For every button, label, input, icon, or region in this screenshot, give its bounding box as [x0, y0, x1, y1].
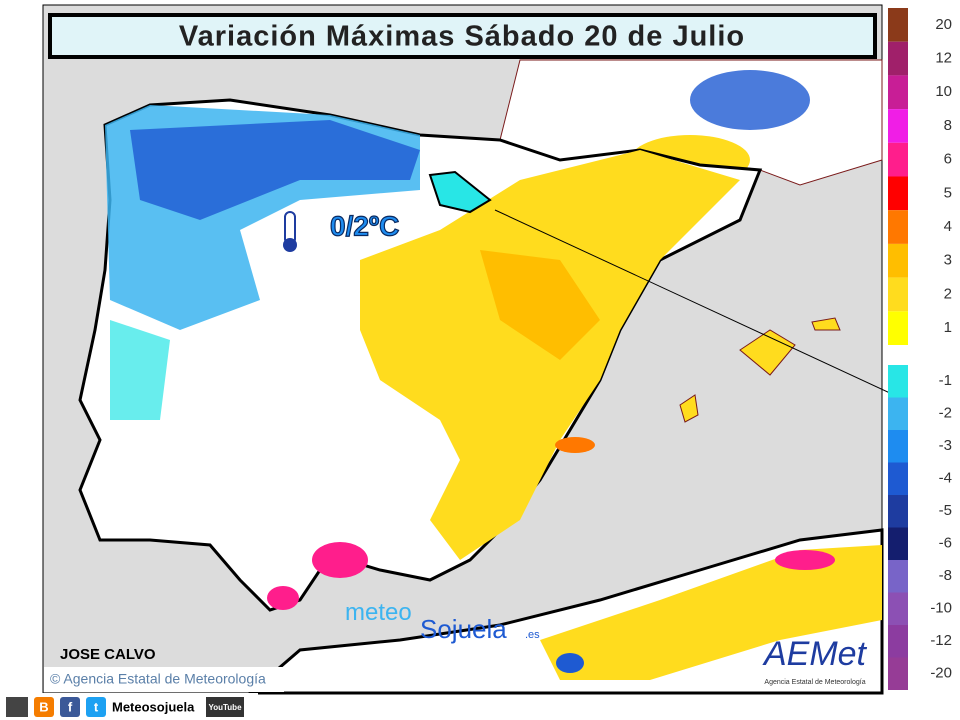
legend-label: -4 [939, 470, 952, 487]
pointer-line [494, 209, 906, 401]
warm-area [360, 150, 740, 560]
legend-label: 6 [944, 151, 952, 168]
balearic-island [811, 317, 841, 331]
thermometer-icon [283, 238, 297, 252]
legend-swatch [888, 560, 908, 593]
legend-swatch [888, 41, 908, 76]
legend-label: -1 [939, 372, 952, 389]
legend-swatch [888, 462, 908, 495]
social-icon-label: t [94, 699, 99, 714]
warm-area [480, 250, 600, 360]
legend-label: -2 [939, 405, 952, 422]
cold-area [110, 320, 170, 420]
legend-label: 12 [935, 50, 952, 67]
legend-swatch [888, 430, 908, 463]
legend-swatch [888, 311, 908, 345]
legend-swatch [888, 243, 908, 278]
legend-label: -8 [939, 567, 952, 584]
legend-label: 10 [935, 83, 952, 100]
watermark: meteo [345, 599, 412, 626]
youtube-label: YouTube [208, 703, 242, 712]
author: JOSE CALVO [60, 646, 156, 663]
credit-box [44, 667, 284, 692]
legend-swatch [888, 625, 908, 658]
social-icon [60, 697, 80, 717]
warm-area [540, 545, 882, 680]
legend-swatch [888, 495, 908, 528]
range-annotation: 0/2ºC [330, 210, 399, 241]
legend-label: 1 [944, 319, 952, 336]
legend-swatch [888, 592, 908, 625]
hot-spot [775, 550, 835, 570]
legend-swatch [888, 142, 908, 177]
aemet-logo: AEMet [762, 635, 868, 673]
cold-area [690, 70, 810, 130]
balearic-island [739, 329, 796, 376]
legend-swatch [888, 176, 908, 211]
legend: 20 12 10 8 6 5 4 3 2 1 -1 -2 -3 -4 -5 -6 -8 -10 -12 -20 [888, 8, 952, 690]
credit: © Agencia Estatal de Meteorología [50, 671, 266, 687]
legend-label: -12 [930, 632, 952, 649]
legend-label: 4 [944, 218, 952, 235]
cold-spot [556, 653, 584, 673]
legend-swatch [888, 397, 908, 430]
youtube-icon [206, 697, 244, 717]
legend-label: -20 [930, 665, 952, 682]
legend-label: 3 [944, 252, 952, 269]
legend-label: 20 [935, 16, 952, 33]
social-icon [86, 697, 106, 717]
title-box [48, 13, 877, 59]
watermark: Sojuela [420, 614, 507, 644]
legend-swatch [888, 277, 908, 312]
footer-name: Meteosojuela [112, 699, 195, 714]
balearic-island [679, 394, 699, 423]
title: Variación Máximas Sábado 20 de Julio [179, 21, 745, 53]
cold-area [130, 120, 420, 220]
social-icon [34, 697, 54, 717]
legend-label: -6 [939, 535, 952, 552]
legend-swatch [888, 75, 908, 110]
aemet-subtitle: Agencia Estatal de Meteorología [764, 679, 865, 686]
legend-label: 5 [944, 184, 952, 201]
legend-swatch [888, 527, 908, 560]
social-icon-label: f [68, 699, 73, 714]
legend-swatch [888, 657, 908, 690]
hot-spot [267, 586, 299, 610]
legend-label: 8 [944, 117, 952, 134]
legend-swatch [888, 365, 908, 398]
legend-label: 2 [944, 285, 952, 302]
la-rioja [428, 170, 492, 214]
hot-spot [555, 437, 595, 453]
legend-swatch [888, 210, 908, 244]
camera-icon [6, 697, 28, 717]
social-icon-label: B [39, 699, 48, 714]
legend-label: -3 [939, 437, 952, 454]
watermark: .es [525, 629, 540, 641]
hot-spot [312, 542, 368, 578]
legend-label: -10 [930, 600, 952, 617]
legend-label: -5 [939, 502, 952, 519]
legend-swatch [888, 8, 908, 42]
legend-swatch [888, 109, 908, 143]
